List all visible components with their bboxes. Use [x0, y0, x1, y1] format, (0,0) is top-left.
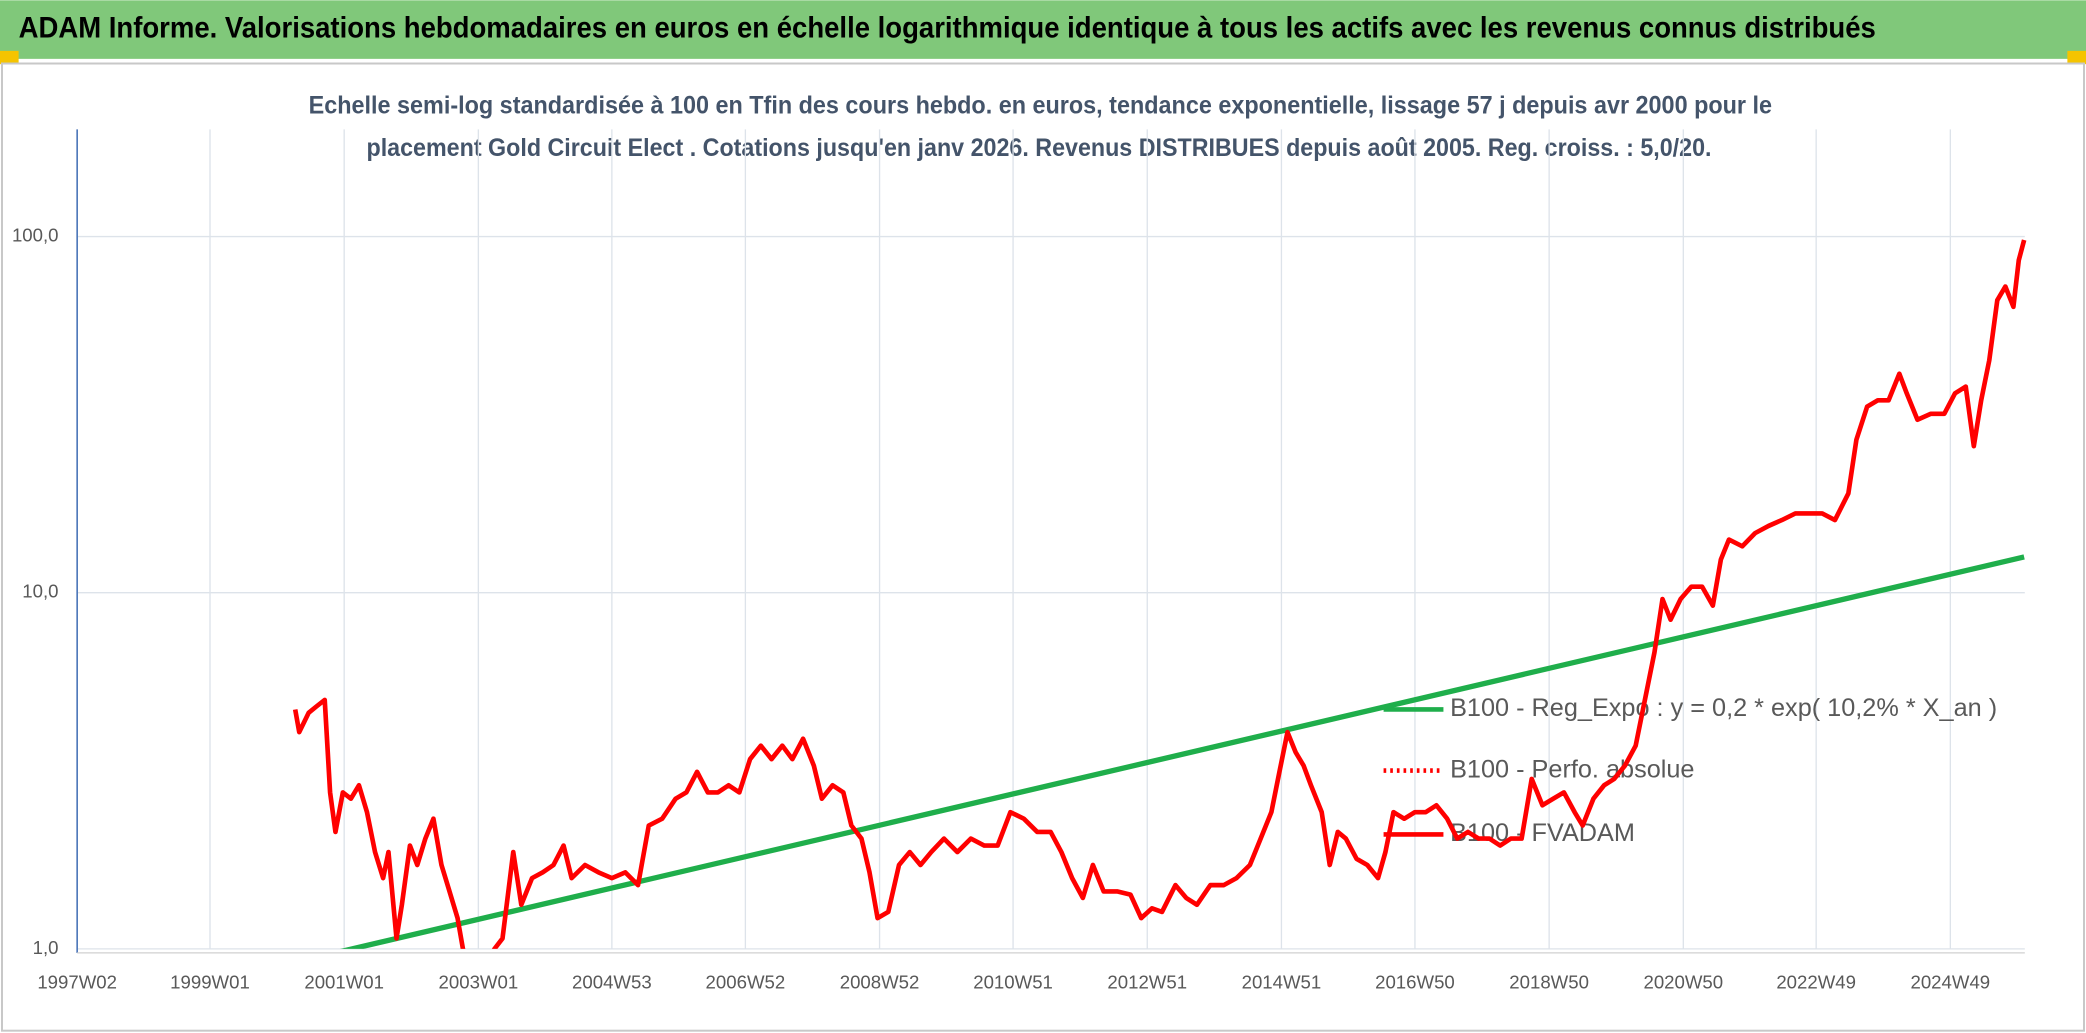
x-tick-label: 2016W50: [1375, 971, 1455, 992]
y-tick-label: 10,0: [22, 581, 58, 602]
data-line: [292, 239, 2027, 949]
x-tick-label: 2001W01: [304, 971, 384, 992]
corner-mark: [2067, 50, 2086, 65]
header-title: ADAM Informe. Valorisations hebdomadaire…: [19, 12, 1876, 44]
legend-label: B100 - FVADAM: [1450, 819, 1635, 847]
chart-frame: [0, 62, 2086, 1032]
chart-title: Echelle semi-log standardisée à 100 en T…: [309, 91, 1772, 119]
x-tick-label: 2020W50: [1643, 971, 1723, 992]
x-tick-label: 2018W50: [1509, 971, 1589, 992]
x-tick-label: 2012W51: [1107, 971, 1187, 992]
x-tick-label: 2024W49: [1910, 971, 1990, 992]
x-tick-label: 2003W01: [439, 971, 519, 992]
legend-label: B100 - Reg_Expo : y = 0,2 * exp( 10,2% *…: [1450, 694, 1997, 722]
chart-title: placement Gold Circuit Elect . Cotations…: [367, 134, 1712, 162]
x-tick-label: 2004W53: [572, 971, 652, 992]
y-tick-label: 100,0: [12, 224, 59, 245]
x-tick-label: 2008W52: [840, 971, 920, 992]
x-tick-label: 2006W52: [706, 971, 786, 992]
x-tick-label: 1999W01: [170, 971, 250, 992]
data-line: [340, 554, 2025, 949]
header-bar: [0, 0, 2086, 59]
y-tick-label: 1,0: [33, 937, 59, 958]
x-tick-label: 2022W49: [1776, 971, 1856, 992]
legend-label: B100 - Perfo. absolue: [1450, 755, 1694, 783]
x-tick-label: 2014W51: [1242, 971, 1322, 992]
x-tick-label: 2010W51: [973, 971, 1053, 992]
corner-mark: [0, 50, 19, 65]
x-tick-label: 1997W02: [37, 971, 117, 992]
plot-area: [292, 239, 2027, 949]
